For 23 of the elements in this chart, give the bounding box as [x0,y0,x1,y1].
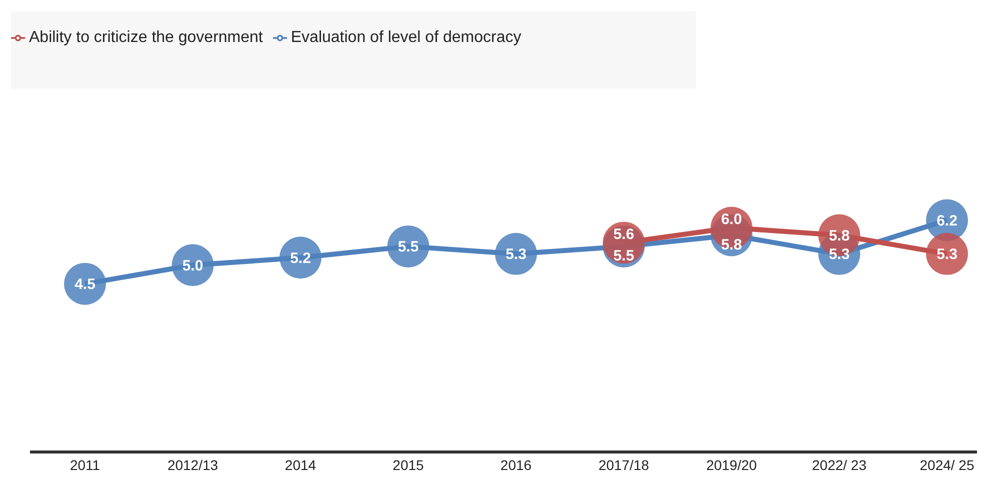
x-tick-label: 2012/13 [167,456,218,473]
data-label: 5.3 [506,246,526,264]
x-tick-label: 2022/ 23 [812,456,867,473]
legend-label: Ability to criticize the government [29,29,263,46]
legend-label: Evaluation of level of democracy [290,29,522,46]
x-tick-label: 2019/20 [706,456,758,473]
data-label: 5.5 [398,238,419,256]
data-label: 6.2 [936,212,958,230]
data-label: 5.5 [613,248,634,265]
x-tick-label: 2011 [70,456,100,473]
data-label: 6.0 [721,211,742,228]
x-tick-label: 2014 [284,456,316,473]
data-label: 5.8 [828,227,850,244]
data-label: 5.3 [828,246,850,264]
x-tick-label: 2016 [500,456,532,473]
data-label: 4.5 [74,276,96,294]
x-tick-label: 2024/ 25 [920,456,974,473]
x-tick-label: 2017/18 [598,456,650,473]
data-label: 5.0 [182,257,204,274]
x-tick-label: 2015 [392,456,424,473]
data-label: 5.6 [613,226,634,243]
data-label: 5.3 [936,246,958,264]
data-label: 5.2 [290,250,311,267]
